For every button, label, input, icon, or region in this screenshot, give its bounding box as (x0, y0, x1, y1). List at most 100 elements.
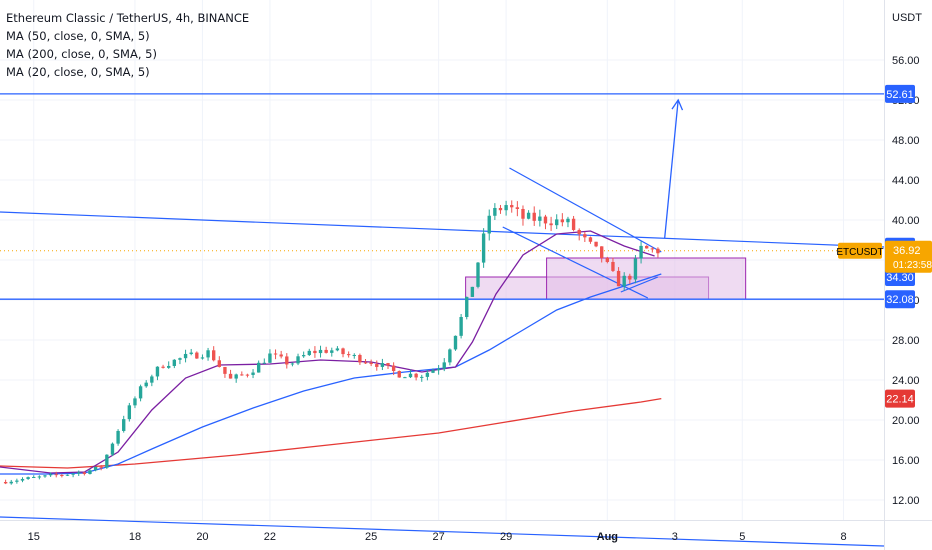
candle-body (217, 360, 221, 367)
y-tick-label: 20.00 (892, 415, 920, 427)
candle-body (223, 366, 227, 374)
candle-body (346, 354, 351, 356)
candle-body (375, 364, 379, 367)
candle-body (493, 207, 497, 216)
price-axis-tag (885, 84, 915, 103)
candle-body (622, 275, 626, 287)
projection-arrow-head (671, 98, 684, 111)
candle-body (560, 219, 565, 223)
candle-body (167, 365, 171, 368)
candle-body (251, 372, 255, 375)
candle-body (189, 352, 193, 354)
symbol-tag (838, 242, 882, 259)
candle-body (403, 377, 407, 379)
price-axis-tag-text: 52.61 (886, 89, 914, 101)
candle-body (82, 472, 87, 474)
candle-body (566, 218, 570, 223)
current-price-value: 36.92 (893, 245, 921, 257)
legend-ma20[interactable]: MA (20, close, 0, SMA, 5) (6, 65, 150, 79)
candle-body (133, 398, 137, 406)
candle-body (425, 372, 430, 377)
trend-line (0, 211, 885, 248)
candle-body (77, 472, 81, 474)
candle-body (26, 477, 30, 479)
candle-body (436, 368, 441, 371)
candle-body (521, 208, 525, 219)
candle-body (183, 353, 188, 359)
candle-body (301, 355, 306, 357)
candle-body (420, 376, 424, 378)
candle-body (234, 374, 238, 379)
legend-ma200[interactable]: MA (200, close, 0, SMA, 5) (6, 47, 157, 61)
candle-body (155, 366, 160, 377)
candle-body (628, 275, 632, 280)
candle-body (594, 241, 598, 247)
candle-body (386, 363, 390, 366)
candle-body (656, 248, 660, 254)
y-tick-label: 44.00 (892, 175, 920, 187)
candle-body (391, 365, 396, 372)
candle-body (616, 270, 621, 287)
y-tick-label: 40.00 (892, 215, 920, 227)
ma50-line (0, 273, 662, 475)
candle-body (88, 470, 92, 474)
candle-body (555, 219, 559, 226)
ma200-line (0, 397, 662, 469)
candle-body (538, 216, 542, 221)
price-axis-tag-text: 22.14 (886, 394, 914, 406)
candle-body (48, 474, 53, 476)
legend-title: Ethereum Classic / TetherUS, 4h, BINANCE (6, 11, 250, 25)
x-tick-label: 3 (672, 531, 678, 543)
x-tick-label: 5 (739, 531, 745, 543)
bar-countdown: 01:23:58 (893, 260, 932, 271)
candle-body (32, 476, 36, 478)
candle-body (268, 353, 272, 363)
candle-body (212, 350, 216, 361)
candle-body (543, 216, 548, 224)
candle-body (481, 233, 486, 263)
candle-body (228, 373, 233, 379)
candle-body (459, 317, 463, 336)
candle-body (3, 482, 8, 484)
candle-body (611, 261, 615, 271)
x-tick-label: 22 (264, 531, 276, 543)
candle-body (285, 356, 289, 365)
candle-body (71, 473, 75, 475)
candle-body (273, 353, 278, 355)
candle-body (633, 258, 638, 280)
x-tick-label: 27 (433, 531, 445, 543)
candle-body (296, 356, 300, 364)
candle-body (43, 475, 47, 477)
candle-body (15, 480, 19, 482)
x-tick-label: 18 (129, 531, 141, 543)
y-tick-label: 28.00 (892, 335, 920, 347)
candle-body (256, 362, 261, 373)
candle-body (487, 215, 491, 234)
candle-body (588, 237, 593, 242)
candle-body (279, 354, 283, 357)
candle-body (262, 362, 266, 364)
candle-body (324, 349, 328, 353)
candle-body (532, 212, 536, 221)
candle-body (138, 386, 143, 399)
candle-body (358, 354, 362, 363)
candle-body (54, 474, 58, 476)
candle-body (105, 454, 109, 468)
candle-body (178, 358, 182, 360)
candle-body (470, 286, 475, 297)
candle-body (20, 478, 25, 481)
candle-body (577, 229, 581, 235)
candle-body (583, 234, 587, 238)
symbol-tag-text: ETCUSDT (836, 247, 883, 258)
candle-body (414, 373, 418, 378)
candle-body (172, 359, 177, 366)
projection-arrow-line (664, 99, 679, 239)
chart-legend: Ethereum Classic / TetherUS, 4h, BINANCE… (6, 9, 249, 81)
candle-body (465, 296, 469, 318)
candle-body (605, 257, 610, 262)
candle-body (549, 223, 553, 226)
price-axis-tag-text: 32.08 (886, 294, 914, 306)
legend-ma50[interactable]: MA (50, close, 0, SMA, 5) (6, 29, 150, 43)
